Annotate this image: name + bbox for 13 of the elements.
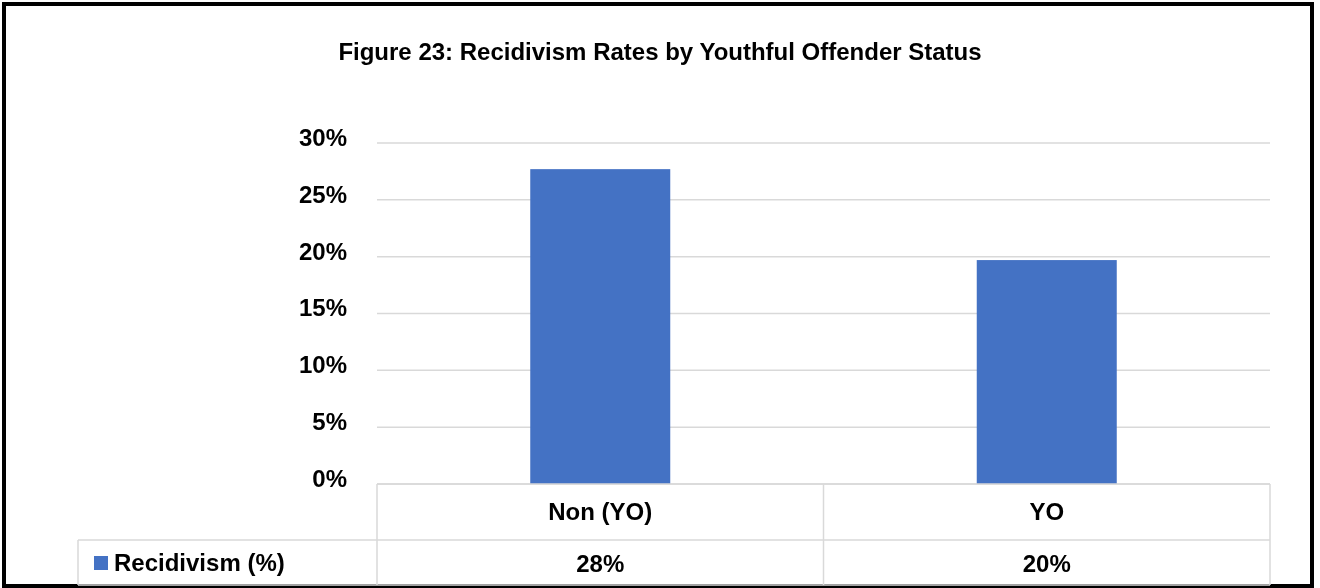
- data-label: 20%: [1022, 550, 1071, 577]
- x-tick-label: Non (YO): [548, 498, 653, 525]
- y-tick-label: 15%: [298, 294, 347, 322]
- y-tick-label: 0%: [312, 464, 347, 492]
- data-label: 28%: [576, 550, 625, 577]
- y-tick-label: 25%: [298, 180, 347, 208]
- y-tick-label: 30%: [298, 123, 347, 151]
- x-tick-label: YO: [1029, 498, 1065, 525]
- y-tick-label: 10%: [298, 351, 347, 379]
- legend-label: Recidivism (%): [114, 549, 285, 576]
- chart-title: Figure 23: Recidivism Rates by Youthful Offender Status: [338, 38, 982, 65]
- y-tick-label: 20%: [298, 237, 347, 265]
- y-tick-label: 5%: [312, 408, 347, 436]
